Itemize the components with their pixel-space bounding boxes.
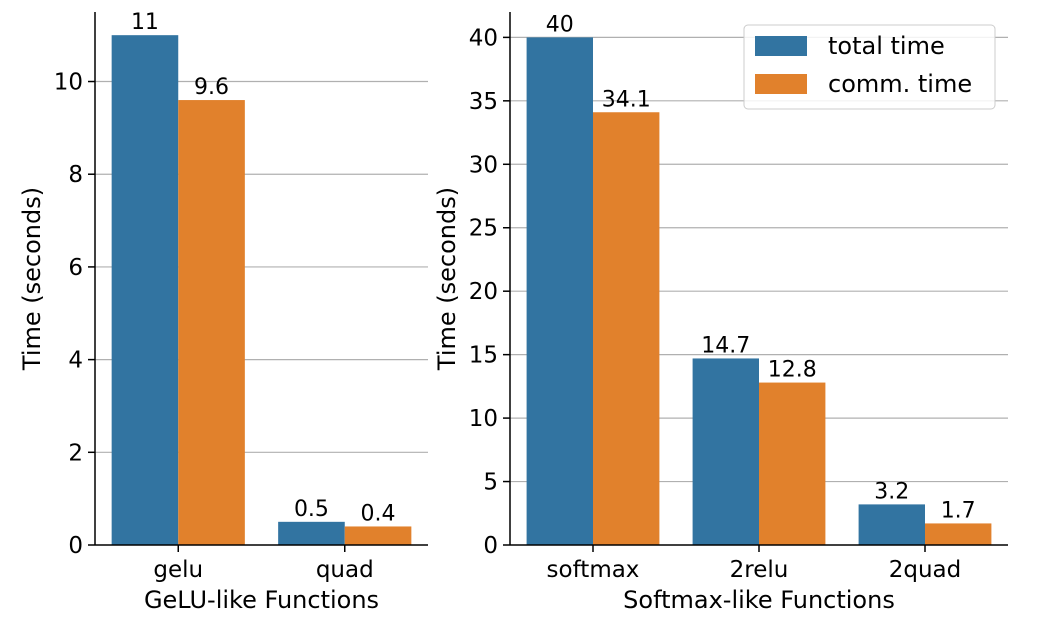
x-tick-label: 2relu	[730, 557, 789, 583]
y-tick-label: 5	[483, 470, 498, 496]
data-label: 9.6	[194, 75, 229, 100]
data-label: 12.8	[768, 358, 817, 383]
y-tick-label: 10	[54, 70, 83, 96]
legend-swatch	[755, 74, 807, 94]
y-tick-label: 35	[469, 89, 498, 115]
y-tick-label: 2	[68, 440, 83, 466]
data-label: 3.2	[874, 479, 909, 504]
data-label: 0.4	[361, 501, 396, 526]
legend-label: total time	[828, 32, 945, 60]
legend-label: comm. time	[828, 70, 972, 98]
bar-comm	[593, 112, 660, 545]
bar-total	[278, 521, 345, 545]
data-label: 40	[546, 12, 574, 37]
bar-comm	[759, 382, 826, 545]
y-tick-label: 10	[469, 406, 498, 432]
data-label: 34.1	[602, 87, 651, 112]
y-tick-label: 40	[469, 25, 498, 51]
x-tick-label: softmax	[547, 557, 640, 583]
y-axis-title: Time (seconds)	[433, 187, 461, 371]
bar-total	[526, 37, 593, 545]
x-axis-title: GeLU-like Functions	[144, 586, 379, 614]
bar-total	[111, 35, 179, 545]
chart-panel-2: 0 5 10 15 20 25 30 35 40 40 14.7 3.2 34.1 12.8 1.7 soft…	[433, 12, 1008, 614]
data-label: 14.7	[701, 333, 750, 358]
y-tick-label: 25	[469, 216, 498, 242]
bar-total	[692, 358, 759, 545]
x-tick-label: gelu	[153, 557, 203, 583]
x-tick-label: quad	[316, 557, 374, 583]
legend-swatch	[755, 36, 807, 56]
chart-panel-1: 0 2 4 6 8 10 11 0.5 9.6 0.4 gelu quad GeLU-like Func…	[18, 10, 428, 614]
y-tick-label: 0	[68, 533, 83, 559]
legend: total time comm. time	[743, 24, 996, 110]
data-label: 1.7	[941, 498, 976, 523]
y-axis-title: Time (seconds)	[18, 187, 46, 371]
bar-total	[858, 504, 925, 545]
y-tick-label: 4	[68, 348, 83, 374]
y-tick-label: 0	[483, 533, 498, 559]
bar-comm	[925, 523, 992, 545]
x-tick-label: 2quad	[889, 557, 962, 583]
y-tick-label: 8	[68, 162, 83, 188]
y-tick-label: 30	[469, 152, 498, 178]
y-tick-label: 15	[469, 343, 498, 369]
bar-comm	[178, 100, 245, 546]
y-tick-label: 6	[68, 255, 83, 281]
data-label: 0.5	[294, 497, 329, 522]
y-tick-label: 20	[469, 279, 498, 305]
x-axis-title: Softmax-like Functions	[623, 586, 895, 614]
bar-comm	[344, 526, 412, 545]
data-label: 11	[131, 10, 159, 35]
